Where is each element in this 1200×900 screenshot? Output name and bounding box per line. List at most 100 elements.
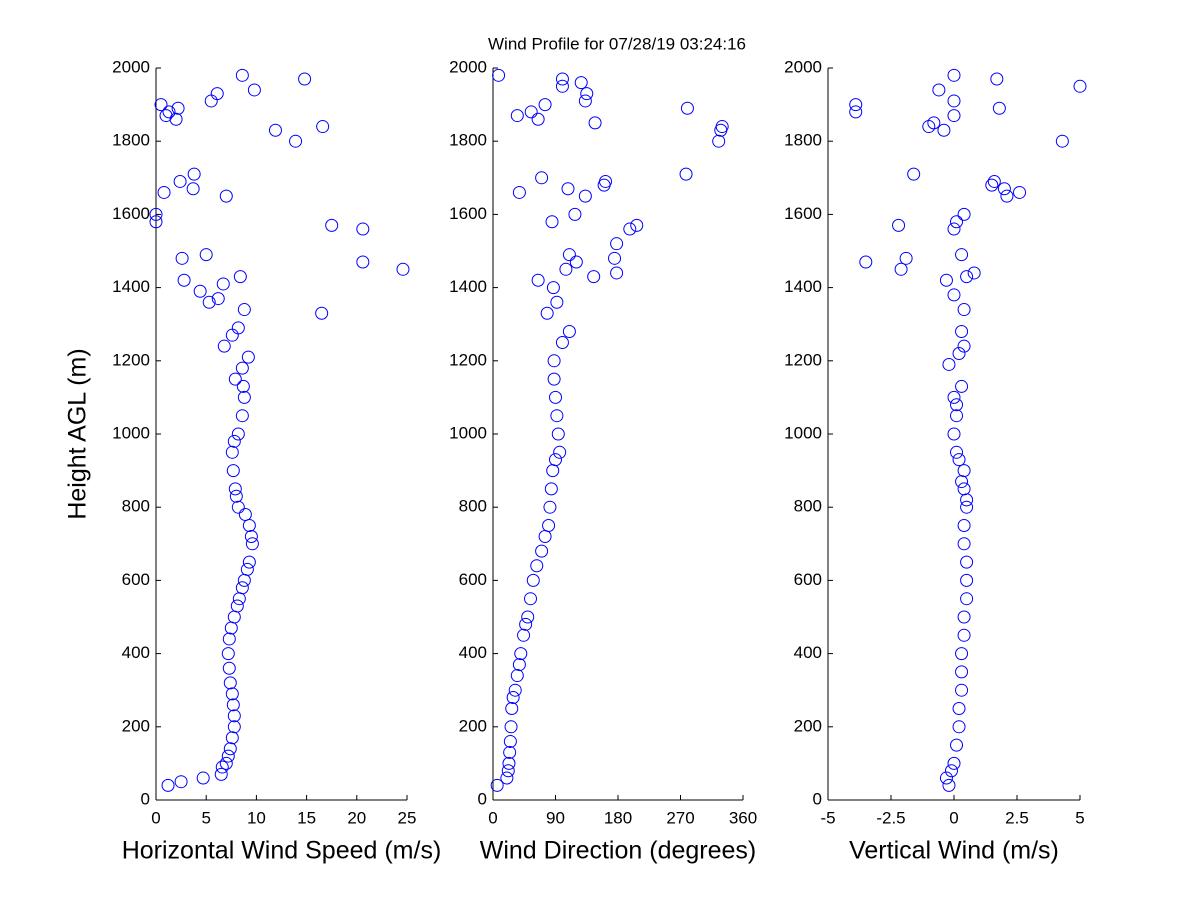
point	[510, 109, 524, 123]
point	[223, 742, 237, 756]
point	[950, 738, 964, 752]
y-tick-label: 1000	[449, 423, 487, 442]
point	[524, 105, 538, 119]
point	[227, 434, 241, 448]
point	[960, 592, 974, 606]
y-tick-label: 1400	[449, 277, 487, 296]
point	[562, 248, 576, 262]
x-tick-label: 270	[666, 808, 694, 827]
y-tick-label: 1200	[449, 350, 487, 369]
x-tick-label: 2.5	[1005, 808, 1029, 827]
x-tick-label: 0	[151, 808, 160, 827]
point	[610, 237, 624, 251]
point	[237, 303, 251, 317]
x-tick-label: 90	[546, 808, 565, 827]
x-tick-label: 360	[729, 808, 757, 827]
point	[235, 68, 249, 82]
point	[939, 771, 953, 785]
point	[526, 573, 540, 587]
point	[227, 720, 241, 734]
point	[211, 292, 225, 306]
point	[892, 218, 906, 232]
y-tick-label: 1800	[784, 131, 822, 150]
point	[174, 775, 188, 789]
point	[623, 222, 637, 236]
point	[950, 409, 964, 423]
point	[175, 251, 189, 265]
point	[580, 87, 594, 101]
point	[356, 222, 370, 236]
point	[233, 270, 247, 284]
y-tick-label: 800	[794, 497, 822, 516]
point	[939, 273, 953, 287]
point	[947, 94, 961, 108]
point	[186, 182, 200, 196]
point	[680, 101, 694, 115]
point	[899, 251, 913, 265]
point	[228, 482, 242, 496]
point	[957, 207, 971, 221]
point	[517, 628, 531, 642]
point	[215, 760, 229, 774]
point	[942, 778, 956, 792]
x-tick-label: 15	[297, 808, 316, 827]
point	[500, 771, 514, 785]
point	[540, 306, 554, 320]
point	[231, 500, 245, 514]
point	[544, 482, 558, 496]
point	[503, 745, 517, 759]
point	[216, 277, 230, 291]
point	[947, 427, 961, 441]
point	[947, 390, 961, 404]
point	[505, 702, 519, 715]
point	[289, 134, 303, 148]
point	[506, 691, 520, 705]
point	[231, 321, 245, 335]
point	[298, 72, 312, 86]
point	[947, 756, 961, 770]
point	[950, 445, 964, 459]
point	[542, 519, 556, 532]
point	[942, 357, 956, 371]
point	[599, 174, 612, 188]
point	[932, 83, 946, 97]
point	[559, 262, 573, 276]
y-tick-label: 1200	[112, 350, 150, 369]
point	[955, 248, 969, 262]
point	[196, 771, 210, 785]
point	[950, 215, 964, 229]
point	[508, 683, 522, 697]
point	[171, 101, 185, 115]
point	[957, 628, 971, 642]
point	[530, 559, 544, 573]
point	[221, 749, 235, 763]
point	[960, 270, 974, 284]
point	[849, 105, 863, 119]
point	[955, 647, 969, 661]
y-tick-label: 600	[794, 570, 822, 589]
point	[315, 306, 329, 320]
point	[501, 764, 515, 778]
point	[222, 661, 236, 675]
point	[551, 427, 565, 441]
point	[492, 68, 506, 82]
x-axis-label: Vertical Wind (m/s)	[849, 837, 1059, 865]
x-axis-label: Horizontal Wind Speed (m/s)	[122, 837, 442, 865]
point	[947, 109, 961, 123]
point	[957, 303, 971, 317]
x-tick-label: 10	[247, 808, 266, 827]
point	[222, 632, 236, 646]
x-tick-label: 5	[1075, 808, 1084, 827]
point	[960, 500, 974, 514]
y-tick-label: 1000	[784, 423, 822, 442]
point	[937, 123, 951, 137]
point	[238, 508, 252, 522]
x-tick-label: 20	[347, 808, 366, 827]
point	[356, 255, 370, 269]
y-tick-label: 2000	[112, 57, 150, 76]
point	[231, 427, 245, 441]
point	[547, 372, 561, 386]
point	[242, 555, 256, 569]
point	[187, 167, 201, 181]
point	[947, 288, 961, 302]
